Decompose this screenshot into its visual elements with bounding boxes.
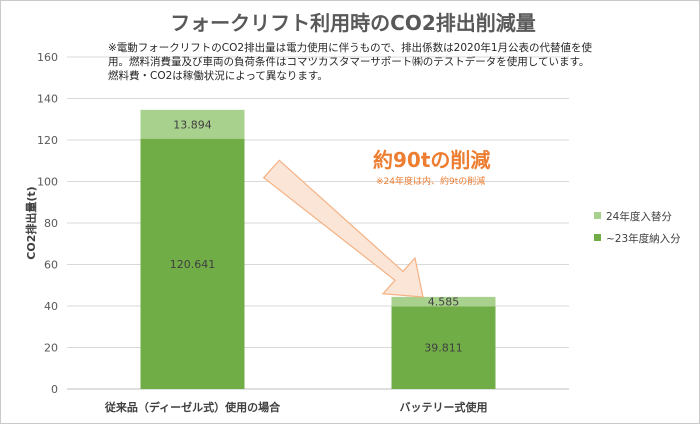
data-label: 39.811 [424,342,463,355]
bar-segment [140,138,245,389]
y-tick-label: 60 [44,259,58,272]
data-label: 4.585 [428,296,460,309]
y-tick-label: 120 [37,134,58,147]
footnote-line-2: 用。燃料消費量及び車両の負荷条件はコマツカスタマーサポート㈱のテストデータを使用… [108,55,589,68]
bar-segment [140,109,245,139]
bar-segment [391,306,496,389]
legend-swatch-23 [594,234,601,241]
footnote-line-1: ※電動フォークリフトのCO2排出量は電力使用に伴うもので、排出係数は2020年1… [108,41,593,54]
y-axis-label: CO2排出量(t) [24,186,38,259]
reduction-callout: 約90tの削減 [373,148,490,172]
y-tick-label: 0 [51,383,58,396]
reduction-callout-sub: ※24年度は内、約9tの削減 [376,175,485,187]
data-label: 13.894 [173,118,212,131]
y-tick-label: 140 [37,93,58,106]
chart-title: フォークリフト利用時のCO2排出削減量 [170,11,536,35]
reduction-arrow [262,159,424,298]
bar-segment [391,296,496,307]
y-tick-label: 160 [37,51,58,64]
legend-label-23: ~23年度納入分 [606,232,681,245]
bars: 120.641 13.894 従来品（ディーゼル式）使用の場合 39.811 4.585… [104,109,496,414]
y-tick-label: 40 [44,300,58,313]
footnote: ※電動フォークリフトのCO2排出量は電力使用に伴うもので、排出係数は2020年1… [108,41,593,82]
y-tick-label: 20 [44,342,58,355]
x-tick-label: バッテリー式使用 [400,400,488,414]
legend: 24年度入替分 ~23年度納入分 [594,210,681,245]
y-tick-label: 100 [37,176,58,189]
data-label: 120.641 [170,258,216,271]
y-axis-ticks: 0 20 40 60 80 100 120 140 160 [37,51,58,396]
y-tick-label: 80 [44,217,58,230]
footnote-line-3: 燃料費・CO2は稼働状況によって異なります。 [108,69,328,82]
x-tick-label: 従来品（ディーゼル式）使用の場合 [104,400,281,414]
legend-swatch-24 [594,212,601,219]
legend-label-24: 24年度入替分 [606,210,672,223]
